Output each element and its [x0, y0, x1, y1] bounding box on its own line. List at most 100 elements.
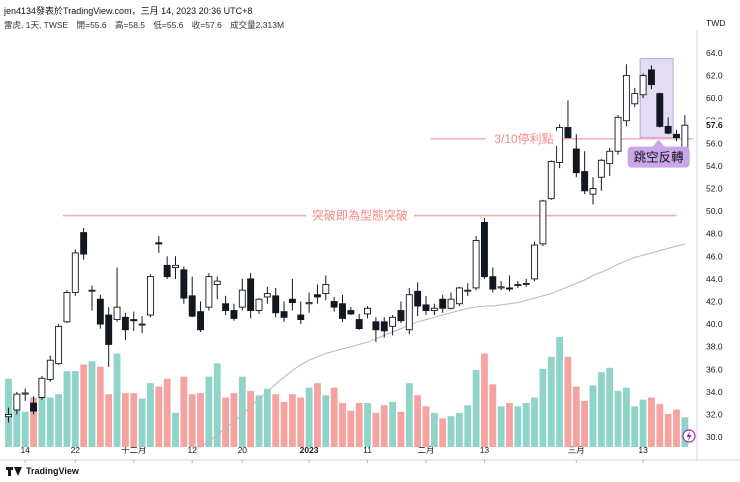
volume-bar [122, 393, 129, 447]
candle [581, 151, 589, 195]
time-tick-label: 22 [71, 445, 81, 455]
volume-bar [63, 371, 71, 447]
volume-bar [422, 406, 430, 447]
candle-body [38, 377, 46, 398]
volume-bar [531, 397, 538, 447]
tradingview-logo-icon [6, 466, 22, 476]
candle [572, 134, 580, 178]
candle [389, 315, 397, 336]
candle [497, 281, 505, 291]
candle-body [447, 298, 455, 309]
candle [230, 303, 238, 321]
volume-bar [188, 394, 196, 447]
volume-bar [389, 401, 396, 447]
candle [589, 177, 597, 205]
price-tick-label: 62.0 [706, 71, 723, 81]
candle [55, 324, 63, 365]
candle-body [355, 319, 363, 330]
volume-bar [88, 361, 96, 447]
candle [339, 294, 346, 322]
candle [96, 294, 104, 329]
volume-bar [314, 383, 321, 447]
candle [297, 301, 305, 325]
candle-body [105, 314, 113, 345]
price-tick-label: 52.0 [706, 184, 723, 194]
volume-bar [456, 412, 463, 447]
candle [472, 235, 480, 291]
take-profit-label-bg [486, 130, 562, 146]
time-tick-label: 12 [187, 445, 197, 455]
candle [481, 217, 488, 279]
candle [664, 117, 672, 135]
candle-body [514, 284, 522, 286]
volume-bar [572, 386, 580, 447]
candle-body [96, 298, 104, 325]
volume-bar [289, 394, 296, 447]
candle-body [439, 298, 447, 309]
candle-body [272, 295, 280, 314]
price-tick-label: 40.0 [706, 319, 723, 329]
candle-body [581, 171, 589, 192]
take-profit-label: 3/10停利點 [494, 131, 553, 146]
candle [539, 199, 547, 247]
volume-bar [648, 397, 655, 447]
volume-bar [96, 366, 104, 447]
candle-body [238, 289, 246, 308]
price-tick-label: 34.0 [706, 387, 723, 397]
candle-body [673, 133, 680, 139]
candle [656, 92, 664, 128]
volume-bar [481, 353, 488, 447]
price-tick-label: 30.0 [706, 432, 723, 442]
volume-bar [547, 356, 555, 447]
volume-bar [322, 395, 330, 447]
candle-body [213, 280, 221, 285]
volume-bar [247, 390, 255, 447]
volume-bar [522, 403, 530, 447]
candle [364, 306, 371, 319]
candle-body [364, 307, 371, 315]
candle-body [389, 316, 397, 327]
price-tick-label: 54.0 [706, 161, 723, 171]
time-tick-label: 20 [238, 445, 248, 455]
candle-body [531, 244, 538, 280]
volume-bar [339, 403, 346, 447]
candle-body [481, 221, 488, 278]
candle [455, 286, 463, 307]
volume-bar [405, 383, 413, 447]
candle [464, 283, 472, 296]
candle [121, 312, 129, 340]
candle-body [606, 150, 614, 165]
candle [146, 274, 154, 318]
volume-bar [238, 376, 246, 447]
publish-info: jen4134發表於TradingView.com，三月 14, 2023 20… [4, 6, 253, 16]
candle [71, 249, 79, 296]
candle-body [664, 125, 672, 134]
currency-label: TWD [706, 18, 725, 28]
candle [63, 290, 71, 323]
candle [180, 266, 188, 304]
volume-bar [172, 412, 179, 447]
candle [305, 292, 313, 313]
candle [330, 296, 338, 312]
brand-label: TradingView [26, 466, 79, 476]
candle-body [330, 301, 338, 308]
volume-bar [30, 397, 37, 447]
candle [414, 282, 422, 317]
volume-bar [664, 414, 672, 447]
candle [238, 278, 246, 311]
volume-bar [197, 393, 204, 447]
callout-label: 跳空反轉 [634, 151, 685, 165]
candle-body [314, 294, 321, 298]
volume-bar [138, 398, 146, 447]
volume-bar [430, 412, 438, 447]
candle [322, 275, 330, 301]
volume-bar [656, 404, 664, 447]
candle-body [13, 393, 21, 411]
candle [380, 317, 388, 338]
candle-body [247, 278, 255, 311]
candle-body [297, 314, 305, 321]
time-tick-label: 14 [20, 445, 30, 455]
candle-body [597, 159, 605, 178]
candle [639, 73, 647, 99]
